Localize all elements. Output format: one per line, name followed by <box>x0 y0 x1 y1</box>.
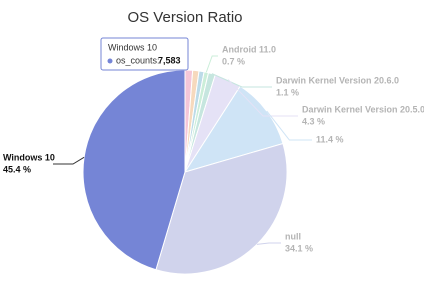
leader-line <box>211 73 272 88</box>
slice-value: 11.4 % <box>316 134 344 144</box>
slice-value: 0.7 % <box>222 56 245 66</box>
slice-name: null <box>285 231 301 241</box>
slice-name: Darwin Kernel Version 20.6.0 <box>276 75 399 85</box>
slice-value: 34.1 % <box>285 243 313 253</box>
slice-name: Windows 10 <box>3 152 55 162</box>
tooltip-box <box>100 37 189 71</box>
slice-name: Android 11.0 <box>222 44 276 54</box>
labels: Android 11.0 0.7 % Darwin Kernel Version 2… <box>3 44 424 253</box>
slice-value: 45.4 % <box>3 164 31 174</box>
tooltip-dot <box>107 58 113 64</box>
slice-value: 4.3 % <box>302 116 325 126</box>
leader-line <box>266 110 312 141</box>
pie <box>82 69 288 275</box>
leader-line <box>53 156 85 165</box>
tooltip-title: Windows 10 <box>108 42 157 52</box>
tooltip-series: os_counts: <box>116 55 160 65</box>
leader-line <box>227 79 298 117</box>
leader-line <box>205 55 218 73</box>
tooltip-value: 7,583 <box>158 55 181 65</box>
tooltip: Windows 10 os_counts: 7,583 <box>100 37 189 71</box>
slice <box>82 69 186 271</box>
slice-value: 1.1 % <box>276 87 299 97</box>
chart-title: OS Version Ratio <box>127 9 242 26</box>
slice <box>155 142 288 275</box>
slice-name: Darwin Kernel Version 20.5.0 <box>302 104 424 114</box>
leader-line <box>256 242 281 245</box>
